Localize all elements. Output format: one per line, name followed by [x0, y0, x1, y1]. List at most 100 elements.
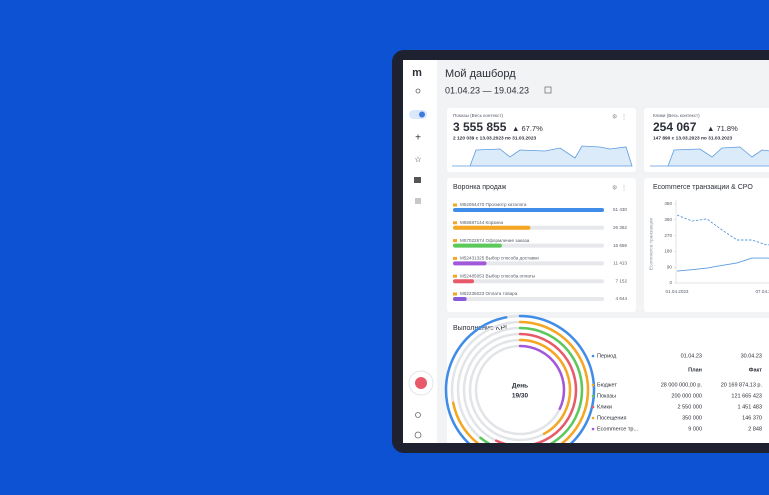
funnel-bar [453, 243, 502, 248]
bar-track [453, 279, 604, 284]
kpi-name: Ecommerce тр... [597, 426, 639, 432]
settings-icon[interactable]: ⚙ [612, 185, 617, 192]
period-end: 30.04.23 [741, 353, 762, 359]
search-icon[interactable] [415, 88, 421, 94]
series-line [676, 257, 769, 272]
funnel-value: 4 644 [616, 296, 628, 301]
funnel-label: M55687144 Корзина [460, 220, 503, 225]
funnel-bar [453, 261, 487, 266]
menu-icon[interactable]: ⋮ [621, 115, 627, 121]
dashboard-icon[interactable] [414, 177, 421, 183]
funnel-label: M52064470 Просмотр каталога [460, 202, 527, 207]
y-tick-label: 450 [664, 201, 672, 206]
list-icon[interactable] [415, 198, 421, 204]
y-tick-label: 90 [667, 264, 673, 269]
center-value: 19/30 [512, 393, 529, 400]
card-change: ▲ 71.8% [707, 124, 738, 133]
logo: m [412, 67, 422, 79]
star-icon[interactable]: ☆ [414, 155, 421, 164]
funnel-value: 16 659 [613, 243, 627, 248]
ring-arc [518, 344, 566, 410]
bullet [591, 416, 595, 420]
sparkline [650, 146, 769, 167]
sparkline [452, 145, 633, 167]
bullet [591, 427, 595, 431]
card [644, 178, 769, 312]
funnel-bar [453, 225, 531, 230]
card-comparison: 2 120 039 с 13.03.2023 по 31.03.2023 [453, 135, 537, 141]
ring-arc [444, 314, 596, 443]
y-tick-label: 270 [664, 233, 672, 238]
kpi-name: Клики [597, 404, 612, 410]
funnel-icon [453, 203, 457, 207]
funnel-value: 11 413 [613, 261, 627, 266]
funnel-value: 26 362 [613, 225, 627, 230]
funnel-value: 51 430 [613, 207, 627, 212]
funnel-label: M52235023 Оплата товара [460, 291, 518, 296]
user-icon[interactable] [415, 412, 421, 418]
bar-track [453, 297, 604, 301]
center-label: День [512, 383, 528, 390]
y-tick-label: 360 [664, 217, 672, 222]
page-title: Мой дашборд [445, 68, 516, 80]
kpi-name: Посещения [597, 415, 626, 421]
funnel-icon [453, 239, 457, 243]
period-label: Период [597, 353, 617, 359]
card-title: Воронка продаж [453, 184, 507, 191]
card-title: Показы (Весь контекст) [453, 113, 503, 118]
kpi-plan: 350 000 [682, 415, 702, 421]
bar-track [453, 261, 604, 266]
card [447, 318, 769, 443]
funnel-label: M52485053 Выбор способа оплаты [460, 273, 535, 278]
add-icon[interactable]: + [415, 133, 421, 144]
ring-arc [451, 320, 590, 443]
funnel-label: M57022674 Оформление заказа [460, 238, 530, 243]
bullet [591, 354, 595, 358]
kpi-fact: 20 169 874,13 р. [721, 382, 763, 388]
date-range[interactable]: 01.04.23 — 19.04.23 [445, 85, 529, 95]
kpi-name: Показы [597, 393, 616, 399]
kpi-fact: 121 665 423 [731, 393, 762, 399]
avatar-image [415, 377, 427, 389]
ring-arc [518, 338, 572, 436]
y-tick-label: 180 [664, 249, 672, 254]
card-value: 254 067 [653, 120, 697, 134]
funnel-label: M52431325 Выбор способа доставки [460, 256, 539, 261]
kpi-plan: 2 550 000 [678, 404, 702, 410]
funnel-value: 7 152 [616, 278, 628, 283]
funnel-icon [453, 256, 457, 260]
kpi-fact: 1 451 483 [738, 404, 762, 410]
kpi-fact: 146 370 [742, 415, 762, 421]
series-line [676, 214, 769, 246]
bullet [591, 394, 595, 398]
menu-icon[interactable]: ⋮ [621, 186, 627, 192]
funnel-icon [453, 292, 457, 296]
card-change: ▲ 67.7% [512, 124, 543, 133]
ring-arc [494, 332, 578, 443]
y-tick-label: 0 [669, 280, 672, 285]
card-value: 3 555 855 [453, 120, 507, 134]
settings-icon[interactable]: ⚙ [612, 114, 617, 121]
fact-header: Факт [749, 367, 763, 373]
funnel-icon [453, 221, 457, 225]
x-tick-label: 07.04.2023 [756, 289, 769, 294]
kpi-name: Бюджет [597, 382, 617, 388]
ring-arc [479, 326, 584, 443]
card-title: Ecommerce транзакции & CPO [653, 184, 753, 191]
period-start: 01.04.23 [681, 353, 702, 359]
card-comparison: 147 890 с 13.03.2023 по 31.03.2023 [653, 135, 733, 141]
plan-header: План [688, 367, 702, 373]
help-icon[interactable] [414, 431, 422, 439]
kpi-plan: 28 000 000,00 р. [661, 382, 703, 388]
bullet [591, 383, 595, 387]
funnel-icon [453, 274, 457, 278]
funnel-bar [453, 279, 474, 284]
kpi-plan: 200 000 000 [671, 393, 702, 399]
x-tick-label: 01.04.2023 [666, 289, 689, 294]
funnel-bar [453, 297, 467, 301]
bullet [591, 405, 595, 409]
calendar-icon[interactable] [544, 86, 552, 94]
kpi-plan: 9 000 [688, 426, 702, 432]
